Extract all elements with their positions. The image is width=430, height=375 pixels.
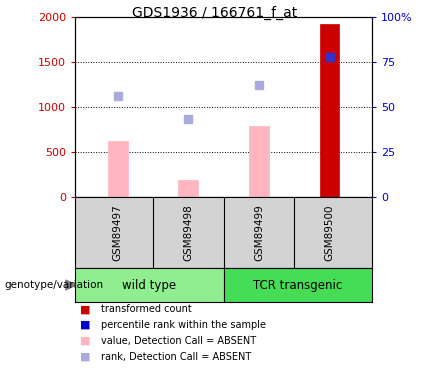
Text: rank, Detection Call = ABSENT: rank, Detection Call = ABSENT [101, 352, 251, 362]
Text: ■: ■ [80, 320, 90, 330]
Bar [75, 268, 224, 302]
Text: percentile rank within the sample: percentile rank within the sample [101, 320, 266, 330]
Text: GSM89500: GSM89500 [325, 204, 335, 261]
Bar [319, 24, 339, 197]
Text: transformed count: transformed count [101, 304, 192, 314]
Text: GSM89497: GSM89497 [113, 204, 123, 261]
Text: TCR transgenic: TCR transgenic [253, 279, 342, 291]
Text: ■: ■ [80, 352, 90, 362]
Bar [224, 268, 372, 302]
Text: genotype/variation: genotype/variation [4, 280, 104, 290]
Text: value, Detection Call = ABSENT: value, Detection Call = ABSENT [101, 336, 256, 346]
Text: GDS1936 / 166761_f_at: GDS1936 / 166761_f_at [132, 6, 298, 20]
Bar [249, 126, 269, 197]
Bar [108, 141, 128, 197]
Text: ■: ■ [80, 336, 90, 346]
Bar [178, 180, 198, 197]
Text: GSM89499: GSM89499 [254, 204, 264, 261]
Text: GSM89498: GSM89498 [183, 204, 193, 261]
Text: ■: ■ [80, 304, 90, 314]
Text: wild type: wild type [123, 279, 176, 291]
